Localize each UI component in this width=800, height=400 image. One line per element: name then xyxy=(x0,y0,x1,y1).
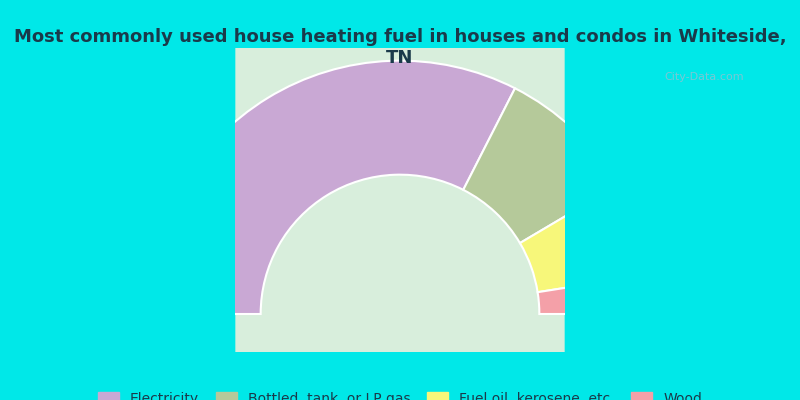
Wedge shape xyxy=(520,185,650,292)
Text: Most commonly used house heating fuel in houses and condos in Whiteside, TN: Most commonly used house heating fuel in… xyxy=(14,28,786,67)
Legend: Electricity, Bottled, tank, or LP gas, Fuel oil, kerosene, etc., Wood: Electricity, Bottled, tank, or LP gas, F… xyxy=(93,386,707,400)
Wedge shape xyxy=(463,88,618,243)
Wedge shape xyxy=(146,61,515,314)
FancyBboxPatch shape xyxy=(235,43,565,352)
Text: City-Data.com: City-Data.com xyxy=(664,72,744,82)
Wedge shape xyxy=(538,274,654,314)
